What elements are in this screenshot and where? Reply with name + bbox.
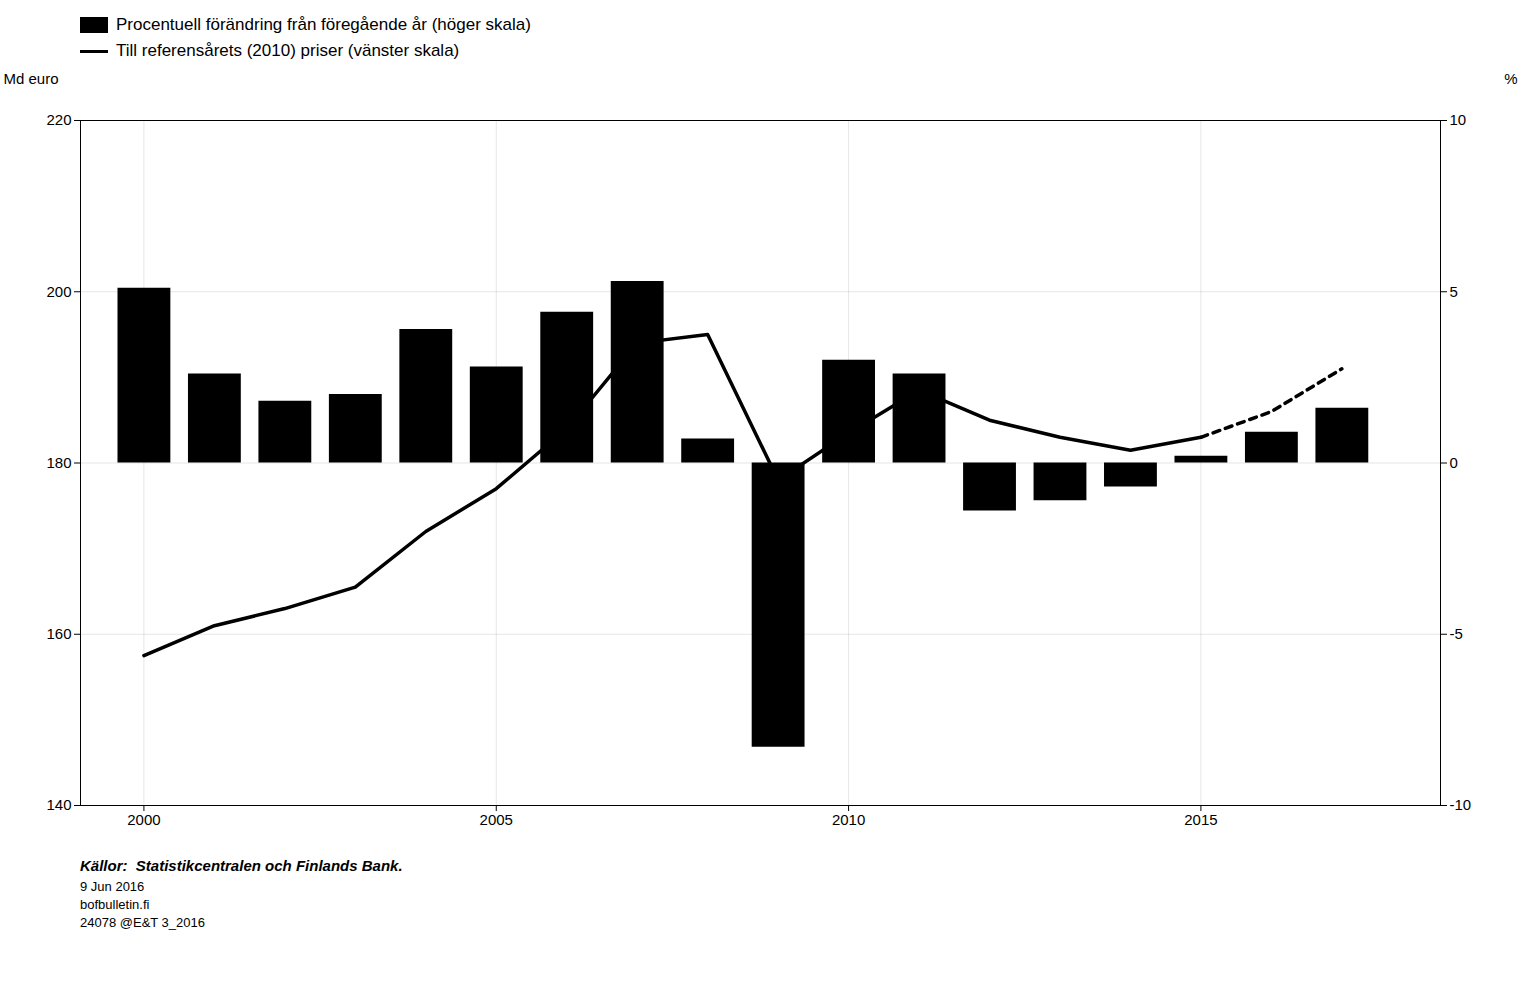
html-text:9 Jun 2016: 9 Jun 2016 xyxy=(80,879,145,894)
svg-text:Md euro: Md euro xyxy=(4,70,59,87)
svg-text:140: 140 xyxy=(46,796,71,813)
svg-text:160: 160 xyxy=(46,625,71,642)
html-text:bofbulletin.fi: bofbulletin.fi xyxy=(80,897,150,912)
svg-text:2000: 2000 xyxy=(127,811,160,828)
svg-text:-5: -5 xyxy=(1450,625,1463,642)
svg-text:%: % xyxy=(1504,70,1517,87)
svg-text:180: 180 xyxy=(46,454,71,471)
html-text:Procentuell förändring från fö: Procentuell förändring från föregående å… xyxy=(116,15,531,34)
svg-text:2005: 2005 xyxy=(480,811,513,828)
svg-text:220: 220 xyxy=(46,111,71,128)
html-text:Till referensårets (2010) pris: Till referensårets (2010) priser (vänste… xyxy=(116,41,460,60)
svg-text:200: 200 xyxy=(46,283,71,300)
svg-text:2015: 2015 xyxy=(1184,811,1217,828)
html-text:Källor: Statistikcentralen och: Källor: Statistikcentralen och Finlands … xyxy=(80,857,403,874)
html-text:24078 @E&T 3_2016: 24078 @E&T 3_2016 xyxy=(80,915,205,930)
svg-text:10: 10 xyxy=(1450,111,1467,128)
svg-text:0: 0 xyxy=(1450,454,1458,471)
svg-text:-10: -10 xyxy=(1450,796,1472,813)
svg-text:5: 5 xyxy=(1450,283,1458,300)
svg-text:2010: 2010 xyxy=(832,811,865,828)
